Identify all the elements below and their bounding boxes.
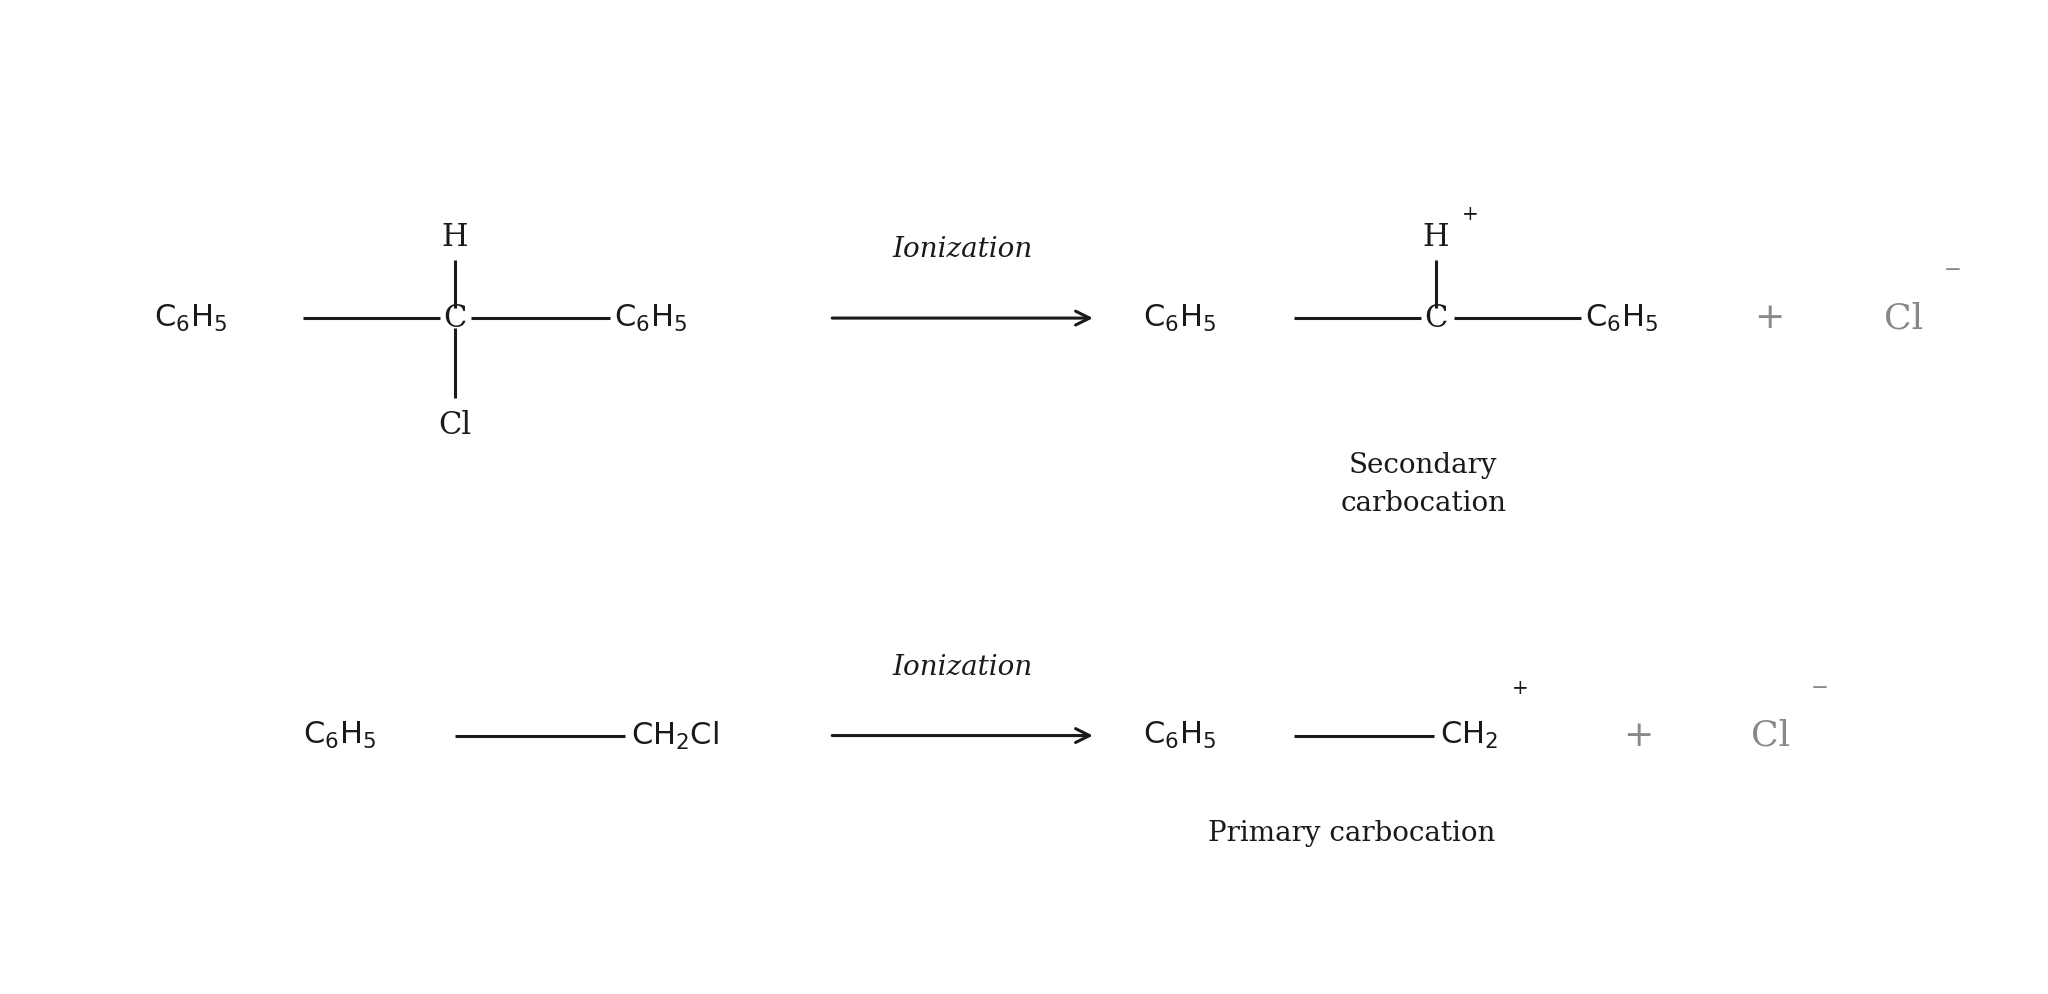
Text: Cl: Cl — [1751, 719, 1790, 752]
Text: Ionization: Ionization — [893, 237, 1032, 263]
Text: +: + — [1624, 719, 1653, 752]
Text: $\mathregular{CH_2}$: $\mathregular{CH_2}$ — [1440, 720, 1497, 751]
Text: C: C — [442, 302, 467, 334]
Text: +: + — [1462, 205, 1479, 224]
Text: $\mathregular{C_6H_5}$: $\mathregular{C_6H_5}$ — [614, 302, 688, 334]
Text: +: + — [1511, 679, 1528, 698]
Text: +: + — [1755, 301, 1784, 335]
Text: H: H — [1423, 223, 1448, 253]
Text: Ionization: Ionization — [893, 654, 1032, 681]
Text: −: − — [1810, 679, 1829, 698]
Text: Primary carbocation: Primary carbocation — [1208, 820, 1495, 847]
Text: $\mathregular{C_6H_5}$: $\mathregular{C_6H_5}$ — [303, 720, 377, 751]
Text: Cl: Cl — [438, 410, 471, 440]
Text: $\mathregular{C_6H_5}$: $\mathregular{C_6H_5}$ — [1143, 720, 1217, 751]
Text: $\mathregular{C_6H_5}$: $\mathregular{C_6H_5}$ — [154, 302, 227, 334]
Text: −: − — [1944, 261, 1962, 280]
Text: H: H — [442, 223, 467, 253]
Text: $\mathregular{C_6H_5}$: $\mathregular{C_6H_5}$ — [1143, 302, 1217, 334]
Text: Cl: Cl — [1884, 301, 1923, 335]
Text: Secondary
carbocation: Secondary carbocation — [1339, 452, 1507, 517]
Text: $\mathregular{CH_2Cl}$: $\mathregular{CH_2Cl}$ — [631, 720, 719, 751]
Text: C: C — [1423, 302, 1448, 334]
Text: $\mathregular{C_6H_5}$: $\mathregular{C_6H_5}$ — [1585, 302, 1659, 334]
